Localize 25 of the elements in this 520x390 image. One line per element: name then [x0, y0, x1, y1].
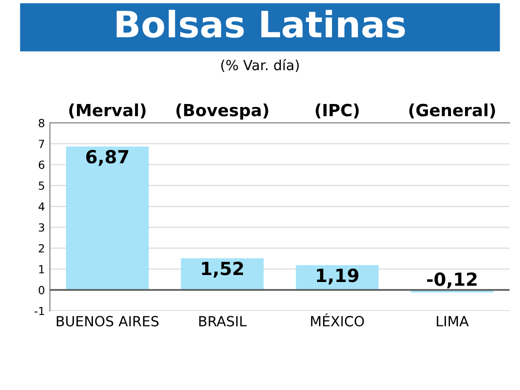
text: (General) [409, 104, 495, 118]
data-label: 6,87 [86, 150, 128, 166]
x-tick-label: MÉXICO [311, 313, 364, 326]
y-tick-label: -1 [34, 306, 44, 316]
text: (IPC) [316, 104, 359, 118]
data-label: 1,52 [202, 262, 244, 278]
y-tick-label: 0 [38, 286, 44, 294]
chart-subtitle: (% Var. día) [221, 59, 299, 72]
data-label: 1,19 [316, 268, 358, 285]
y-tick-label: 8 [38, 118, 44, 128]
text: (Merval) [69, 104, 146, 118]
x-tick-label: BRASIL [199, 316, 247, 326]
bar [66, 146, 149, 290]
y-tick-label: 5 [38, 182, 44, 190]
y-tick-label: 1 [39, 265, 44, 274]
data-label: -0,12 [427, 272, 477, 288]
y-tick-label: 6 [38, 160, 44, 170]
y-tick-label: 2 [38, 244, 44, 252]
y-tick-label: 4 [38, 202, 44, 211]
text: (Bovespa) [176, 104, 268, 120]
y-tick-label: 3 [38, 223, 44, 232]
x-tick-label: BUENOS AIRES [56, 316, 159, 326]
x-tick-label: LIMA [436, 316, 469, 326]
y-tick-label: 7 [38, 140, 44, 148]
chart-title: Bolsas Latinas [116, 10, 405, 38]
